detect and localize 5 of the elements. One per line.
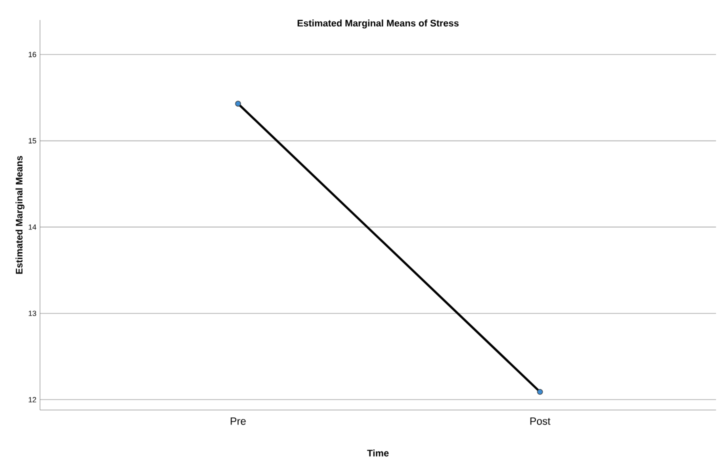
x-tick-label: Pre (230, 418, 246, 425)
chart-title: Estimated Marginal Means of Stress (298, 20, 459, 28)
x-tick-label: Post (530, 418, 550, 425)
x-axis-title: Time (367, 450, 389, 456)
y-axis-title: Estimated Marginal Means (16, 156, 24, 274)
